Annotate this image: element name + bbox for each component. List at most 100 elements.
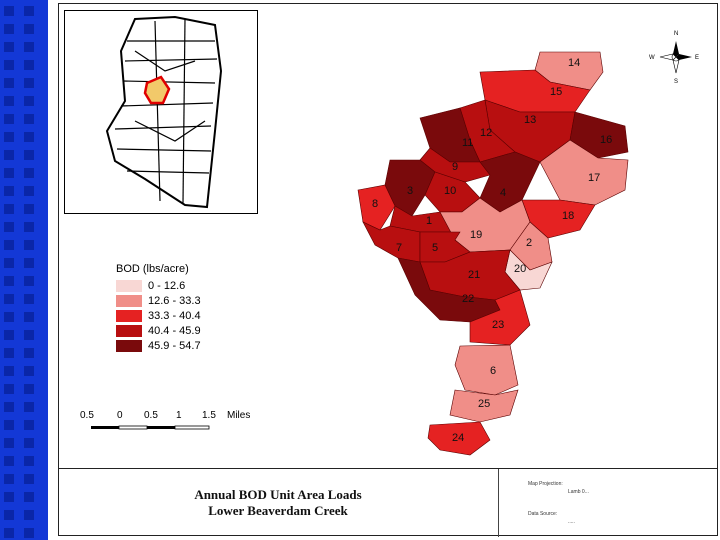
strip-square	[4, 402, 14, 412]
strip-square	[4, 492, 14, 502]
subbasin-label-11: 11	[462, 137, 473, 149]
strip-square	[4, 60, 14, 70]
strip-square	[4, 456, 14, 466]
subbasin-label-6: 6	[490, 365, 496, 377]
subbasin-label-9: 9	[452, 161, 458, 173]
legend-label: 12.6 - 33.3	[148, 294, 201, 307]
subbasin-label-24: 24	[452, 432, 464, 444]
title-block: Annual BOD Unit Area Loads Lower Beaverd…	[58, 468, 718, 537]
strip-square	[24, 330, 34, 340]
subbasin-label-20: 20	[514, 263, 526, 275]
subbasin-label-8: 8	[372, 198, 378, 210]
strip-square	[4, 78, 14, 88]
strip-square	[4, 348, 14, 358]
strip-square	[24, 168, 34, 178]
strip-square	[4, 96, 14, 106]
subbasin-label-7: 7	[396, 242, 402, 254]
strip-square	[24, 402, 34, 412]
subbasin-label-17: 17	[588, 172, 600, 184]
legend-row: 0 - 12.6	[116, 278, 201, 293]
north-arrow: N E S W	[649, 31, 699, 85]
strip-square	[24, 276, 34, 286]
legend-row: 33.3 - 40.4	[116, 308, 201, 323]
legend-row: 12.6 - 33.3	[116, 293, 201, 308]
subbasin-24	[427, 421, 491, 456]
strip-square	[4, 438, 14, 448]
east-label: E	[695, 55, 699, 61]
legend-label: 45.9 - 54.7	[148, 339, 201, 352]
legend-label: 0 - 12.6	[148, 279, 186, 292]
strip-square	[24, 6, 34, 16]
strip-square	[4, 150, 14, 160]
strip-square	[4, 42, 14, 52]
strip-square	[24, 258, 34, 268]
south-label: S	[674, 79, 678, 85]
strip-square	[4, 168, 14, 178]
strip-square	[4, 204, 14, 214]
subbasin-label-25: 25	[478, 398, 490, 410]
strip-square	[24, 438, 34, 448]
legend-swatch	[116, 309, 142, 322]
scale-label: 0.5	[80, 410, 94, 421]
strip-square	[4, 24, 14, 34]
strip-square	[4, 510, 14, 520]
strip-square	[4, 222, 14, 232]
strip-square	[24, 150, 34, 160]
strip-square	[24, 60, 34, 70]
subbasin-label-21: 21	[468, 269, 480, 281]
legend-label: 33.3 - 40.4	[148, 309, 201, 322]
projection-label: Map Projection:	[528, 481, 563, 487]
strip-square	[4, 132, 14, 142]
strip-square	[4, 258, 14, 268]
strip-square	[4, 528, 14, 538]
strip-square	[24, 492, 34, 502]
strip-square	[4, 312, 14, 322]
subbasin-label-1: 1	[426, 215, 432, 227]
north-label: N	[674, 31, 678, 37]
subbasin-label-18: 18	[562, 210, 574, 222]
subbasin-25	[449, 389, 519, 423]
legend-row: 45.9 - 54.7	[116, 338, 201, 353]
subbasin-polygons	[357, 51, 629, 456]
strip-square	[4, 384, 14, 394]
legend-swatch	[116, 294, 142, 307]
strip-square	[24, 420, 34, 430]
title-box: Annual BOD Unit Area Loads Lower Beaverd…	[58, 469, 499, 537]
strip-square	[4, 6, 14, 16]
legend-label: 40.4 - 45.9	[148, 324, 201, 337]
slide-side-strip	[0, 0, 48, 540]
strip-square	[4, 420, 14, 430]
strip-square	[24, 510, 34, 520]
strip-square	[4, 366, 14, 376]
strip-square	[4, 276, 14, 286]
scale-label: 0	[117, 410, 123, 421]
scale-label: 1.5	[202, 410, 216, 421]
strip-square	[24, 528, 34, 538]
source-label: Data Source:	[528, 511, 558, 517]
subbasin-label-5: 5	[432, 242, 438, 254]
legend-swatch	[116, 279, 142, 292]
strip-square	[4, 186, 14, 196]
strip-square	[24, 348, 34, 358]
west-label: W	[649, 55, 655, 61]
subbasin-16	[569, 111, 629, 159]
strip-square	[24, 474, 34, 484]
strip-square	[4, 474, 14, 484]
legend-swatch	[116, 339, 142, 352]
legend-swatch	[116, 324, 142, 337]
subbasin-label-15: 15	[550, 86, 562, 98]
subbasin-6	[454, 344, 519, 396]
map-subtitle: Lower Beaverdam Creek	[208, 503, 348, 518]
legend-rows: 0 - 12.6 12.6 - 33.3 33.3 - 40.4 40.4 - 45.…	[116, 278, 201, 353]
strip-square	[24, 384, 34, 394]
strip-square	[24, 294, 34, 304]
subbasin-label-23: 23	[492, 319, 504, 331]
strip-square	[4, 240, 14, 250]
strip-square	[4, 114, 14, 124]
strip-square	[24, 78, 34, 88]
strip-square	[24, 456, 34, 466]
strip-square	[24, 366, 34, 376]
strip-square	[24, 204, 34, 214]
strip-square	[24, 42, 34, 52]
